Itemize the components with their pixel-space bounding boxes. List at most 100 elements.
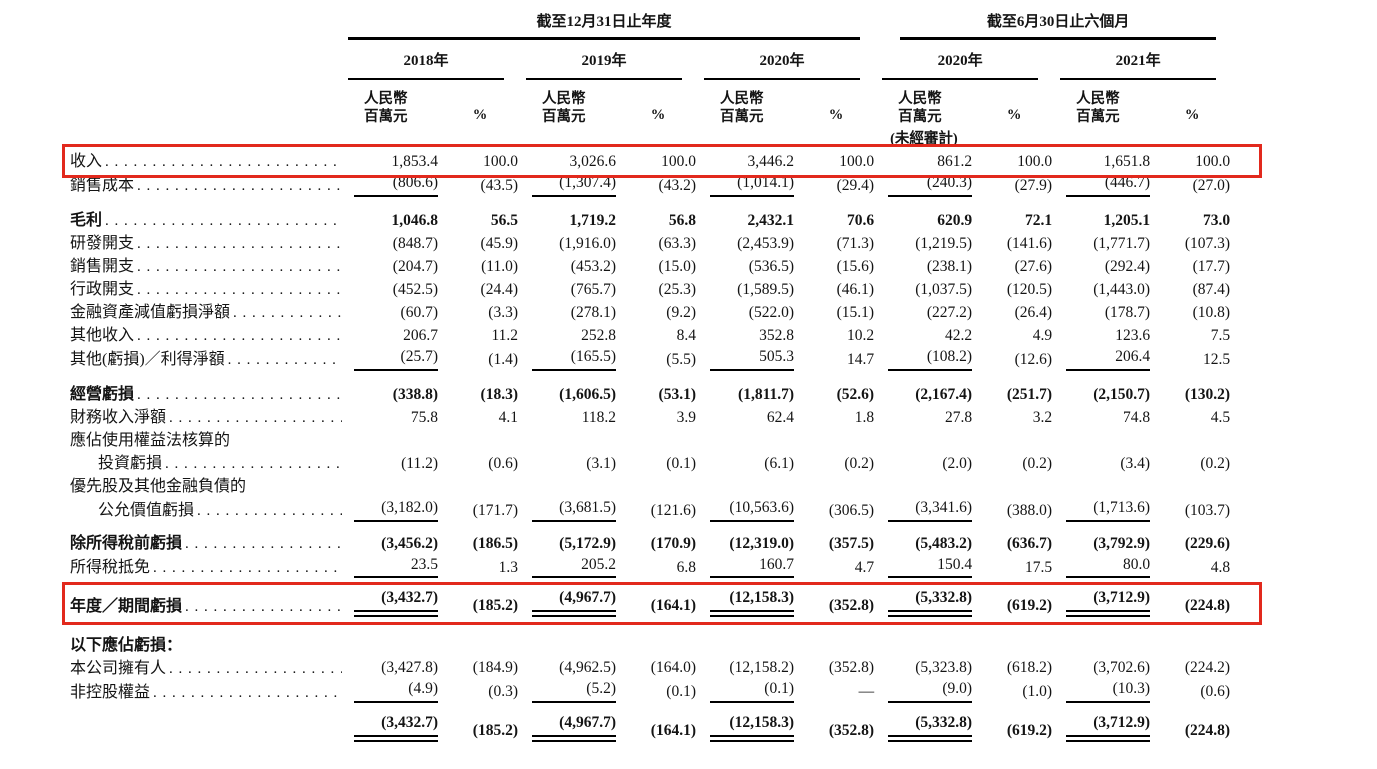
cell-amount: (5,483.2) xyxy=(882,532,982,555)
value-text: (388.0) xyxy=(1006,501,1053,519)
cell-percent: (619.2) xyxy=(982,588,1060,617)
cell-percent: (130.2) xyxy=(1160,383,1238,406)
cell-percent: (1.0) xyxy=(982,679,1060,703)
value-text: 72.1 xyxy=(1024,211,1053,229)
value-text: (10,563.6) xyxy=(710,498,794,522)
value-text: (71.3) xyxy=(836,234,875,252)
value-text: 3,026.6 xyxy=(569,152,617,170)
table-row: 優先股及其他金融負債的 xyxy=(70,475,1238,498)
value-text: 3.9 xyxy=(676,408,696,426)
cell-percent: (43.5) xyxy=(448,173,526,197)
period-group-interim: 截至6月30日止六個月 xyxy=(900,12,1217,41)
value-text: 3.2 xyxy=(1032,408,1053,426)
cell-percent: (17.7) xyxy=(1160,255,1238,278)
cell-amount: (11.2) xyxy=(348,452,448,475)
cell-percent xyxy=(804,475,882,498)
value-text: 150.4 xyxy=(888,555,973,579)
row-label-text: 其他(虧損)／利得淨額 xyxy=(70,351,225,368)
value-text: (357.5) xyxy=(828,534,875,552)
cell-amount: (4.9) xyxy=(348,679,448,704)
value-text: (5.5) xyxy=(666,350,696,368)
row-label: 其他收入 xyxy=(70,324,348,347)
cell-percent: (388.0) xyxy=(982,498,1060,522)
spacer-row xyxy=(70,522,1238,532)
table-row: 收入 1,853.4 100.0 3,026.6 100.0 3,446.2 100.0 86… xyxy=(70,150,1238,173)
row-label: 銷售成本 xyxy=(70,173,348,197)
cell-percent: 100.0 xyxy=(626,150,704,173)
value-text: (12,319.0) xyxy=(729,534,794,552)
value-text: 70.6 xyxy=(846,211,875,229)
row-label: 公允價值虧損 xyxy=(70,498,348,522)
cell-amount: 80.0 xyxy=(1060,555,1160,579)
table-row: (3,432.7) (185.2) (4,967.7) (164.1) (12,158.… xyxy=(70,713,1238,743)
value-text: 14.7 xyxy=(846,350,875,368)
row-label-text: 應佔使用權益法核算的 xyxy=(70,432,231,449)
cell-percent: (0.1) xyxy=(626,452,704,475)
table-row: 銷售成本 (806.6) (43.5) (1,307.4) (43.2) (1,014.1… xyxy=(70,173,1238,197)
cell-percent: (171.7) xyxy=(448,498,526,522)
value-text: 17.5 xyxy=(1024,558,1053,576)
value-text: (1,589.5) xyxy=(737,280,794,298)
cell-percent: — xyxy=(804,679,882,703)
table-row: 經營虧損 (338.8) (18.3) (1,606.5) (53.1) (1,811.7… xyxy=(70,383,1238,406)
dot-leader xyxy=(233,303,342,323)
cell-amount: (12,158.3) xyxy=(704,713,804,743)
value-text: (1,606.5) xyxy=(559,385,616,403)
value-text: (43.5) xyxy=(480,176,518,194)
row-label-text: 收入 xyxy=(70,153,103,171)
dot-leader xyxy=(137,280,342,300)
dot-leader xyxy=(137,176,342,196)
row-label-text: 行政開支 xyxy=(70,281,135,299)
value-text: (1,771.7) xyxy=(1093,234,1151,252)
cell-amount: 160.7 xyxy=(704,555,804,579)
cell-amount: (522.0) xyxy=(704,301,804,324)
value-text: 6.8 xyxy=(676,558,696,576)
cell-percent: (0.2) xyxy=(1160,452,1238,475)
cell-percent xyxy=(982,475,1060,498)
cell-percent: 10.2 xyxy=(804,324,882,347)
cell-percent: (251.7) xyxy=(982,383,1060,406)
value-text: (27.0) xyxy=(1192,176,1231,194)
value-text: (3,792.9) xyxy=(1093,534,1151,552)
cell-amount: (5,332.8) xyxy=(882,713,982,743)
cell-percent: (224.2) xyxy=(1160,656,1238,679)
cell-amount: (3,792.9) xyxy=(1060,532,1160,555)
value-text: (446.7) xyxy=(1066,173,1151,197)
cell-amount: 3,446.2 xyxy=(704,150,804,173)
value-text: 56.5 xyxy=(490,211,518,229)
cell-percent: (27.9) xyxy=(982,173,1060,197)
cell-percent: (306.5) xyxy=(804,498,882,522)
cell-amount xyxy=(1060,429,1160,452)
cell-percent: (3.3) xyxy=(448,301,526,324)
cell-percent: 1.8 xyxy=(804,406,882,429)
cell-amount xyxy=(1060,633,1160,656)
cell-percent: (18.3) xyxy=(448,383,526,406)
value-text: (204.7) xyxy=(392,257,438,275)
dot-leader xyxy=(169,408,342,428)
cell-amount: (25.7) xyxy=(348,347,448,371)
table-row: 以下應佔虧損： xyxy=(70,633,1238,656)
cell-amount: (10,563.6) xyxy=(704,498,804,522)
value-text: (141.6) xyxy=(1006,234,1053,252)
value-text: 100.0 xyxy=(661,152,696,170)
value-text: (5,332.8) xyxy=(888,588,973,613)
cell-amount xyxy=(526,633,626,656)
value-text: (103.7) xyxy=(1184,501,1231,519)
value-text: (46.1) xyxy=(836,280,875,298)
cell-percent: (184.9) xyxy=(448,656,526,679)
cell-percent: (46.1) xyxy=(804,278,882,301)
cell-amount: (1,443.0) xyxy=(1060,278,1160,301)
value-text: 2,432.1 xyxy=(747,211,795,229)
year-header-row: 2018年 2019年 2020年 2020年 2021年 xyxy=(70,40,1238,80)
year-header-2019: 2019年 xyxy=(526,40,682,80)
cell-amount: 206.7 xyxy=(348,324,448,347)
cell-percent: 7.5 xyxy=(1160,324,1238,347)
value-text: (171.7) xyxy=(472,501,518,519)
cell-percent: 3.2 xyxy=(982,406,1060,429)
value-text: (11.2) xyxy=(401,454,438,472)
dot-leader xyxy=(153,683,342,703)
value-text: (3,432.7) xyxy=(354,588,438,613)
percent-header: % xyxy=(472,107,488,124)
cell-percent: (224.8) xyxy=(1160,588,1238,617)
cell-amount xyxy=(704,633,804,656)
